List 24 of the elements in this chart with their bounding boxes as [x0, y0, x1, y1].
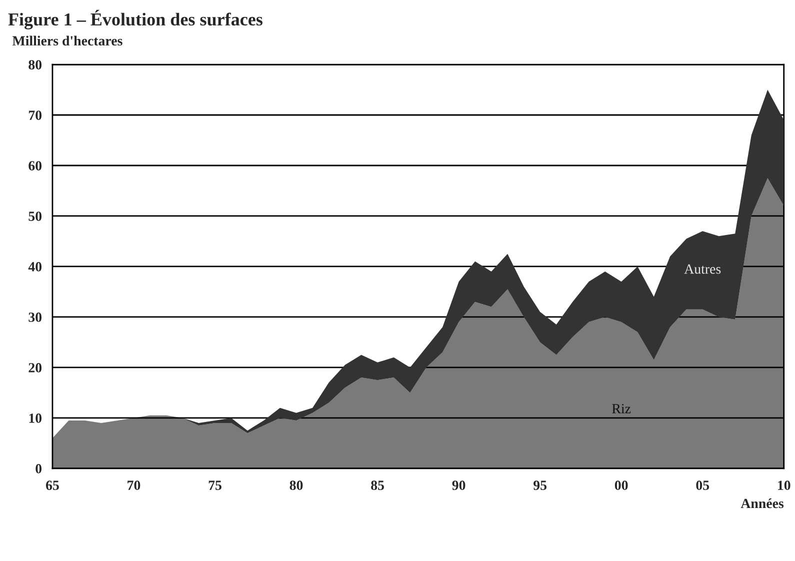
chart-title: Figure 1 – Évolution des surfaces	[8, 10, 262, 30]
x-axis-title: Années	[740, 498, 784, 508]
y-tick-label: 10	[29, 414, 42, 423]
x-tick-label: 80	[290, 480, 303, 490]
x-tick-label: 90	[452, 480, 466, 490]
series-label: Autres	[684, 264, 721, 274]
x-tick-label: 00	[614, 480, 628, 490]
y-tick-label: 40	[28, 262, 42, 272]
x-tick-label: 95	[534, 480, 547, 490]
x-tick-label: 65	[46, 480, 59, 490]
y-tick-label: 0	[36, 464, 42, 474]
y-tick-label: 60	[28, 161, 42, 170]
x-tick-label: 05	[696, 480, 710, 490]
x-tick-label: 85	[371, 480, 384, 490]
series-label: Riz	[612, 404, 631, 414]
y-tick-label: 80	[28, 60, 42, 70]
y-axis-title: Milliers d'hectares	[12, 36, 122, 46]
y-tick-label: 70	[28, 110, 42, 120]
x-tick-label: 10	[778, 480, 790, 490]
x-tick-label: 70	[128, 480, 140, 490]
y-tick-label: 20	[28, 363, 42, 372]
y-tick-label: 50	[28, 212, 42, 221]
y-tick-label: 30	[28, 312, 42, 322]
x-tick-label: 75	[208, 480, 222, 490]
